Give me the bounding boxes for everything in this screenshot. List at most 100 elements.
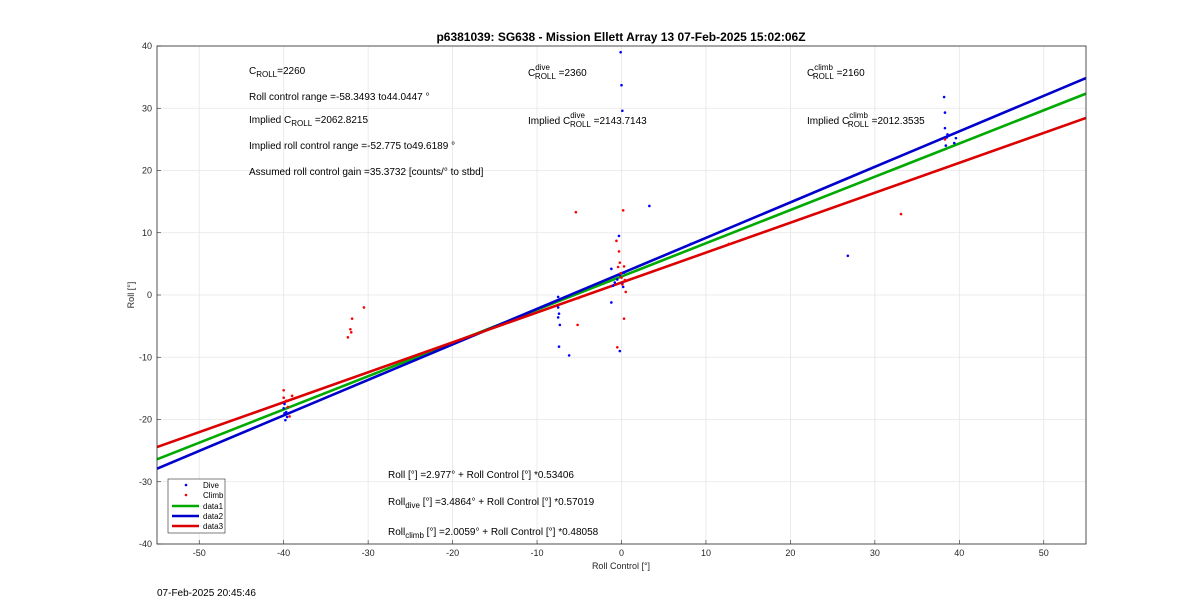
implied-c-roll-dive-label: Implied Cdive ROLL =2143.7143 bbox=[528, 111, 647, 129]
dive-point bbox=[619, 50, 622, 54]
dive-point bbox=[648, 204, 651, 208]
dive-point bbox=[610, 267, 613, 271]
y-tick-label: 0 bbox=[147, 290, 152, 300]
dive-point bbox=[945, 136, 948, 139]
climb-point bbox=[574, 210, 578, 214]
climb-point bbox=[577, 296, 580, 300]
climb-point bbox=[286, 405, 290, 409]
x-tick-label: 40 bbox=[954, 548, 964, 558]
x-tick-label: -20 bbox=[446, 548, 459, 558]
dive-point bbox=[944, 144, 948, 147]
dive-point bbox=[620, 83, 623, 87]
equation-all: Roll [°] =2.977° + Roll Control [°] *0.5… bbox=[388, 470, 574, 481]
dive-point bbox=[943, 126, 947, 130]
climb-point bbox=[617, 250, 621, 253]
dive-point bbox=[283, 402, 286, 406]
dive-point bbox=[622, 271, 626, 274]
dive-point bbox=[946, 133, 949, 136]
legend-marker-climb bbox=[184, 493, 188, 497]
climb-point bbox=[624, 290, 628, 294]
x-tick-label: 0 bbox=[619, 548, 624, 558]
dive-point bbox=[615, 278, 619, 281]
dive-point bbox=[618, 349, 622, 353]
climb-point bbox=[282, 388, 285, 392]
climb-point bbox=[282, 396, 285, 400]
climb-point bbox=[621, 283, 624, 286]
legend: Dive Climb data1 data2 data3 bbox=[167, 478, 226, 534]
implied-c-roll-label: Implied CROLL =2062.8215 bbox=[249, 115, 368, 128]
x-tick-label: 20 bbox=[785, 548, 795, 558]
dive-point bbox=[942, 95, 946, 99]
implied-c-roll-climb-label: Implied Cclimb ROLL =2012.3535 bbox=[807, 111, 925, 129]
dive-point bbox=[285, 415, 289, 419]
y-tick-label: -10 bbox=[139, 352, 152, 362]
y-tick-label: -20 bbox=[139, 415, 152, 425]
climb-point bbox=[620, 276, 623, 279]
climb-point bbox=[615, 345, 619, 349]
x-tick-label: 50 bbox=[1039, 548, 1049, 558]
legend-label-dive: Dive bbox=[203, 481, 220, 490]
dive-point bbox=[556, 295, 560, 299]
dive-point bbox=[611, 284, 615, 287]
dive-point bbox=[284, 418, 287, 422]
dive-point bbox=[557, 345, 561, 348]
dive-point bbox=[556, 306, 560, 309]
x-axis-label: Roll Control [°] bbox=[592, 561, 650, 571]
x-tick-label: 30 bbox=[870, 548, 880, 558]
x-tick-label: -50 bbox=[193, 548, 206, 558]
y-tick-label: -40 bbox=[139, 539, 152, 549]
climb-point bbox=[623, 278, 627, 282]
chart-title: p6381039: SG638 - Mission Ellett Array 1… bbox=[436, 30, 805, 44]
c-roll-climb-label: Cclimb ROLL =2160 bbox=[807, 63, 865, 81]
climb-point bbox=[284, 399, 288, 403]
dive-point bbox=[613, 281, 617, 284]
y-tick-label: 10 bbox=[142, 228, 152, 238]
climb-point bbox=[621, 209, 625, 212]
dive-point bbox=[954, 136, 958, 140]
equation-climb: Rollclimb [°] =2.0059° + Roll Control [°… bbox=[388, 527, 599, 540]
c-roll-label: CROLL=2260 bbox=[249, 66, 306, 79]
climb-point bbox=[618, 261, 622, 264]
climb-point bbox=[576, 323, 579, 327]
legend-label-climb: Climb bbox=[203, 491, 224, 500]
dive-point bbox=[617, 234, 621, 238]
legend-label-data2: data2 bbox=[203, 512, 224, 521]
roll-range-label: Roll control range =-58.3493 to44.0447 ° bbox=[249, 92, 430, 103]
dive-point bbox=[610, 301, 613, 304]
y-tick-label: -30 bbox=[139, 477, 152, 487]
footer-timestamp: 07-Feb-2025 20:45:46 bbox=[157, 588, 256, 599]
climb-point bbox=[349, 327, 352, 331]
x-tick-label: -10 bbox=[531, 548, 544, 558]
climb-point bbox=[943, 138, 947, 141]
implied-range-label: Implied roll control range =-52.775 to49… bbox=[249, 141, 455, 152]
dive-point bbox=[621, 285, 625, 289]
dive-point bbox=[689, 242, 693, 246]
y-tick-label: 40 bbox=[142, 41, 152, 51]
climb-point bbox=[288, 415, 291, 418]
climb-point bbox=[899, 212, 903, 216]
climb-point bbox=[362, 306, 366, 309]
dive-point bbox=[943, 111, 947, 114]
regression-line-data3 bbox=[156, 116, 1087, 449]
legend-label-data3: data3 bbox=[203, 522, 224, 531]
legend-marker-dive bbox=[184, 483, 188, 487]
gain-label: Assumed roll control gain =35.3732 [coun… bbox=[249, 167, 484, 178]
climb-point bbox=[350, 317, 354, 320]
climb-point bbox=[615, 239, 618, 243]
dive-point bbox=[952, 141, 956, 145]
climb-point bbox=[616, 265, 620, 269]
legend-label-data1: data1 bbox=[203, 502, 224, 511]
x-tick-label: -30 bbox=[362, 548, 375, 558]
dive-point bbox=[558, 323, 562, 327]
series-layer bbox=[156, 50, 1087, 470]
climb-point bbox=[727, 242, 731, 246]
dive-point bbox=[284, 410, 288, 414]
climb-point bbox=[290, 394, 294, 398]
dive-point bbox=[621, 109, 624, 113]
dive-point bbox=[557, 312, 561, 315]
y-tick-label: 20 bbox=[142, 166, 152, 176]
climb-point bbox=[346, 336, 350, 339]
y-tick-label: 30 bbox=[142, 103, 152, 113]
dive-point bbox=[846, 254, 850, 258]
